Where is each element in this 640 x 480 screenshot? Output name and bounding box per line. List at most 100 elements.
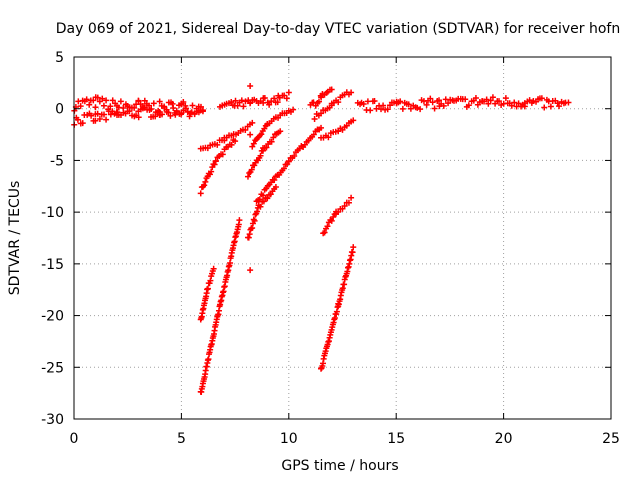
data-point bbox=[83, 96, 90, 103]
data-point bbox=[436, 97, 443, 104]
data-point bbox=[417, 106, 424, 113]
data-point bbox=[161, 103, 168, 110]
data-point bbox=[258, 131, 265, 138]
data-point bbox=[380, 102, 387, 109]
data-point bbox=[228, 141, 235, 148]
data-point bbox=[350, 244, 357, 251]
y-tick-label: 5 bbox=[55, 50, 64, 66]
data-point bbox=[117, 98, 124, 105]
data-point bbox=[310, 131, 317, 138]
data-point bbox=[249, 224, 256, 231]
data-point bbox=[242, 126, 249, 133]
data-point bbox=[210, 265, 217, 272]
y-tick-label: -15 bbox=[41, 257, 64, 273]
chart-title: Day 069 of 2021, Sidereal Day-to-day VTE… bbox=[56, 21, 620, 37]
data-point bbox=[250, 140, 257, 147]
data-point bbox=[508, 102, 515, 109]
data-point bbox=[141, 97, 148, 104]
data-point bbox=[318, 124, 325, 131]
data-point bbox=[407, 105, 414, 112]
data-point bbox=[107, 111, 114, 118]
data-point bbox=[96, 115, 103, 122]
data-point bbox=[135, 98, 142, 105]
data-point bbox=[325, 134, 332, 141]
x-tick-label: 5 bbox=[177, 431, 186, 447]
data-point bbox=[274, 99, 281, 106]
data-point bbox=[311, 115, 318, 122]
data-point bbox=[541, 104, 548, 111]
data-point bbox=[167, 112, 174, 119]
x-tick-label: 20 bbox=[495, 431, 513, 447]
data-point bbox=[487, 97, 494, 104]
data-point bbox=[405, 101, 412, 108]
data-point bbox=[324, 223, 331, 230]
data-point bbox=[214, 141, 221, 148]
data-point bbox=[170, 105, 177, 112]
y-tick-label: -20 bbox=[41, 309, 64, 325]
data-point bbox=[264, 195, 271, 202]
data-point bbox=[335, 99, 342, 106]
y-axis-label: SDTVAR / TECUs bbox=[7, 181, 23, 296]
data-point bbox=[318, 110, 325, 117]
data-point bbox=[204, 285, 211, 292]
data-point bbox=[429, 99, 436, 106]
data-point bbox=[431, 105, 438, 112]
data-point bbox=[199, 107, 206, 114]
data-point bbox=[211, 161, 218, 168]
data-point bbox=[462, 96, 469, 103]
data-point bbox=[208, 168, 215, 175]
data-point bbox=[349, 249, 356, 256]
data-point bbox=[201, 182, 208, 189]
data-point bbox=[103, 97, 110, 104]
data-point bbox=[291, 152, 298, 159]
data-point bbox=[94, 110, 101, 117]
data-point bbox=[270, 134, 277, 141]
data-point bbox=[249, 119, 256, 126]
data-point bbox=[247, 267, 254, 274]
data-point bbox=[350, 117, 357, 124]
data-point bbox=[397, 98, 404, 105]
data-point bbox=[271, 95, 278, 102]
data-point bbox=[146, 107, 153, 114]
data-point bbox=[150, 100, 157, 107]
data-point bbox=[261, 95, 268, 102]
data-point bbox=[180, 99, 187, 106]
data-point bbox=[180, 107, 187, 114]
data-point bbox=[565, 99, 572, 106]
data-point bbox=[244, 173, 251, 180]
data-point bbox=[92, 104, 99, 111]
data-point bbox=[440, 102, 447, 109]
data-point bbox=[99, 95, 106, 102]
data-point bbox=[252, 211, 259, 218]
data-point bbox=[472, 95, 479, 102]
data-point bbox=[103, 116, 110, 123]
data-point bbox=[496, 98, 503, 105]
x-tick-label: 25 bbox=[602, 431, 620, 447]
data-point bbox=[485, 100, 492, 107]
data-point bbox=[263, 144, 270, 151]
data-point bbox=[191, 111, 198, 118]
data-point bbox=[283, 95, 290, 102]
data-point bbox=[131, 104, 138, 111]
x-tick-label: 10 bbox=[280, 431, 298, 447]
x-tick-labels: 0 5 10 15 20 25 bbox=[70, 431, 620, 447]
data-point bbox=[232, 97, 239, 104]
data-point bbox=[445, 100, 452, 107]
data-point bbox=[280, 165, 287, 172]
data-point bbox=[427, 95, 434, 102]
y-tick-label: -25 bbox=[41, 360, 64, 376]
data-point bbox=[272, 184, 279, 191]
data-point bbox=[77, 103, 84, 110]
data-point bbox=[246, 231, 253, 238]
data-point bbox=[328, 217, 335, 224]
data-point bbox=[321, 229, 328, 236]
data-point bbox=[193, 105, 200, 112]
data-point bbox=[348, 194, 355, 201]
data-point bbox=[257, 203, 264, 210]
data-point bbox=[502, 95, 509, 102]
data-point bbox=[189, 102, 196, 109]
data-point bbox=[247, 131, 254, 138]
data-point bbox=[100, 102, 107, 109]
data-point bbox=[219, 151, 226, 158]
data-point bbox=[228, 99, 235, 106]
